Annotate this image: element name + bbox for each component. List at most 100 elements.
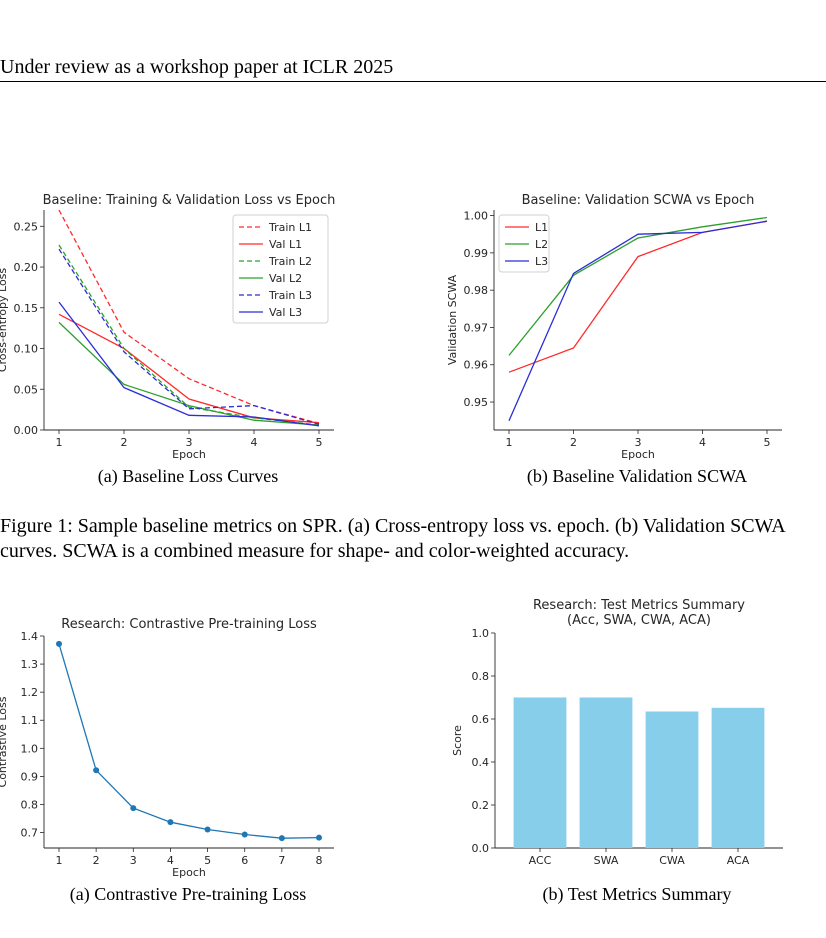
legend-label: Train L3 <box>268 289 312 302</box>
chart-title: Research: Contrastive Pre-training Loss <box>61 617 317 632</box>
header-rule <box>0 81 826 82</box>
subcaption-fig2b: (b) Test Metrics Summary <box>542 884 732 904</box>
y-axis-label: Score <box>451 725 464 756</box>
subcaption-fig1b: (b) Baseline Validation SCWA <box>526 466 748 486</box>
y-tick-label: 0.10 <box>14 343 39 356</box>
data-point <box>56 640 62 647</box>
x-tick-label: 5 <box>316 436 323 449</box>
y-tick-label: 0.15 <box>14 302 39 315</box>
x-tick-label: 4 <box>251 436 258 449</box>
x-tick-label: 2 <box>93 854 100 867</box>
x-tick-label: ACA <box>727 854 750 867</box>
x-tick-label: 3 <box>635 436 642 449</box>
y-tick-label: 0.98 <box>464 284 489 297</box>
x-tick-label: 1 <box>506 436 513 449</box>
x-tick-label: 7 <box>278 854 285 867</box>
x-tick-label: 4 <box>699 436 706 449</box>
series-line <box>508 216 768 356</box>
y-tick-label: 0.25 <box>14 220 39 233</box>
figure1-caption: Figure 1: Sample baseline metrics on SPR… <box>0 515 785 562</box>
x-axis-label: Epoch <box>172 866 206 879</box>
x-tick-label: 3 <box>186 436 193 449</box>
y-tick-label: 1.1 <box>21 714 39 727</box>
series-line <box>58 248 320 425</box>
legend-label: L2 <box>535 238 548 251</box>
chart-title: Baseline: Validation SCWA vs Epoch <box>522 193 755 208</box>
data-point <box>130 805 137 812</box>
y-tick-label: 0.97 <box>464 321 489 334</box>
y-tick-label: 0.9 <box>21 770 39 783</box>
series-line <box>58 321 320 426</box>
y-tick-label: 1.0 <box>472 627 490 640</box>
subcaption-fig1a: (a) Baseline Loss Curves <box>97 466 279 486</box>
y-tick-label: 0.95 <box>464 396 489 409</box>
x-tick-label: 3 <box>130 854 137 867</box>
scwa-chart: 0.95 0.96 0.97 0.98 0.99 1.00 1 2 3 4 5 Baseline: V… <box>446 193 782 461</box>
y-tick-label: 0.7 <box>21 827 39 840</box>
x-axis-label: Epoch <box>621 448 655 461</box>
x-tick-label: SWA <box>594 854 619 867</box>
bar <box>645 711 699 848</box>
legend-box <box>232 214 329 324</box>
x-tick-label: 1 <box>56 854 63 867</box>
legend-label: Train L2 <box>268 255 312 268</box>
x-tick-label: 5 <box>764 436 771 449</box>
series-line <box>58 643 320 839</box>
y-tick-label: 0.2 <box>472 799 490 812</box>
y-tick-label: 0.8 <box>21 798 39 811</box>
y-axis-label: Contrastive Loss <box>0 696 9 787</box>
x-tick-label: 1 <box>56 436 63 449</box>
y-axis-label: Validation SCWA <box>446 274 459 365</box>
loss-chart: 0.00 0.05 0.10 0.15 0.20 0.25 1 2 3 4 5 Baseline: T… <box>0 193 336 461</box>
data-point <box>316 834 322 841</box>
data-point <box>167 819 174 826</box>
x-tick-label: ACC <box>529 854 552 867</box>
bar <box>711 707 765 848</box>
y-axis-label: Cross-entropy Loss <box>0 268 9 373</box>
y-tick-label: 1.00 <box>464 210 489 223</box>
chart-title: Research: Test Metrics Summary <box>533 598 745 613</box>
bar <box>513 697 567 848</box>
series-line <box>58 209 320 425</box>
legend-label: Train L1 <box>268 221 312 234</box>
legend-label: L3 <box>535 255 548 268</box>
y-tick-label: 0.0 <box>472 842 490 855</box>
legend-label: Val L1 <box>269 238 302 251</box>
y-tick-label: 1.4 <box>21 630 39 643</box>
bar <box>579 697 633 848</box>
x-tick-label: 8 <box>316 854 323 867</box>
series-line <box>58 301 320 427</box>
y-tick-label: 1.3 <box>21 658 39 671</box>
series-line <box>508 220 768 421</box>
y-tick-label: 1.0 <box>21 742 39 755</box>
x-axis-label: Epoch <box>172 448 206 461</box>
data-point <box>241 831 248 838</box>
y-tick-label: 0.99 <box>464 247 489 260</box>
x-tick-label: 6 <box>241 854 248 867</box>
y-tick-label: 0.05 <box>14 383 39 396</box>
subcaption-fig2a: (a) Contrastive Pre-training Loss <box>69 884 307 904</box>
x-tick-label: 5 <box>204 854 211 867</box>
y-tick-label: 0.96 <box>464 359 489 372</box>
legend-label: Val L3 <box>269 306 302 319</box>
x-tick-label: CWA <box>659 854 685 867</box>
data-point <box>93 767 100 774</box>
running-header: Under review as a workshop paper at ICLR… <box>0 56 394 78</box>
x-tick-label: 2 <box>121 436 128 449</box>
contrastive-chart: 0.7 0.8 0.9 1.0 1.1 1.2 1.3 1.4 1 2 3 4 5 6 7 8 Research… <box>0 617 334 879</box>
y-tick-label: 0.6 <box>472 713 490 726</box>
legend-label: Val L2 <box>269 272 302 285</box>
y-tick-label: 0.4 <box>472 756 490 769</box>
chart-subtitle: (Acc, SWA, CWA, ACA) <box>567 613 711 628</box>
y-tick-label: 1.2 <box>21 686 39 699</box>
metrics-chart: 0.0 0.2 0.4 0.6 0.8 1.0 ACC SWA CWA ACA Research: … <box>451 598 783 867</box>
legend-label: L1 <box>535 221 548 234</box>
y-tick-label: 0.20 <box>14 261 39 274</box>
data-point <box>278 835 285 842</box>
data-point <box>204 826 211 833</box>
y-tick-label: 0.00 <box>14 424 39 437</box>
chart-title: Baseline: Training & Validation Loss vs … <box>43 193 336 208</box>
y-tick-label: 0.8 <box>472 670 490 683</box>
x-tick-label: 2 <box>570 436 577 449</box>
x-tick-label: 4 <box>167 854 174 867</box>
